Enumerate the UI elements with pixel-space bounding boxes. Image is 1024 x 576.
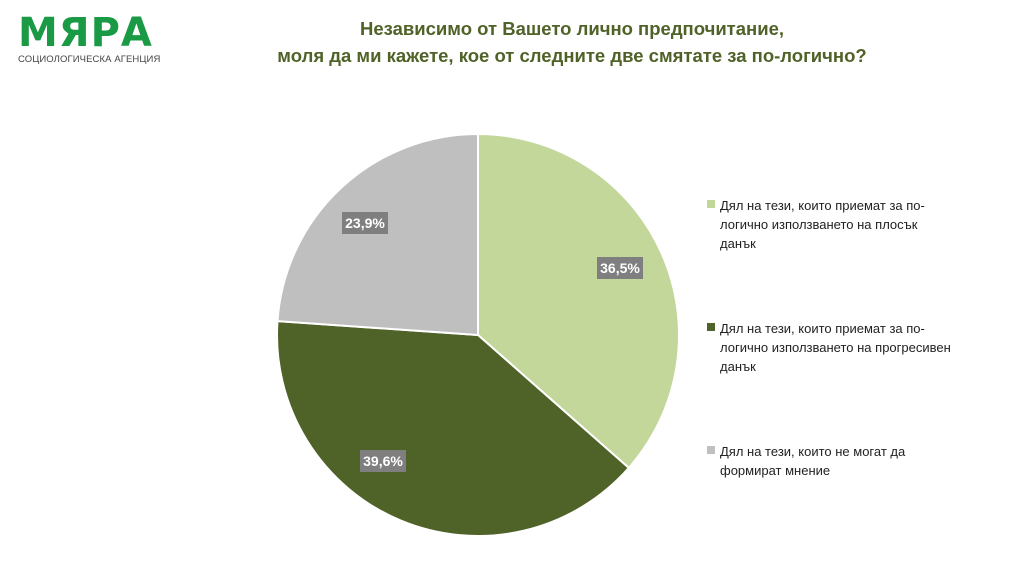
legend-swatch-flat-tax [707, 200, 715, 208]
legend-item-flat-tax: Дял на тези, които приемат за по-логично… [707, 196, 952, 253]
pie-slice-progressive-tax [276, 320, 631, 537]
data-label-progressive-tax: 39,6% [360, 450, 406, 472]
data-label-flat-tax: 36,5% [597, 257, 643, 279]
legend-label-flat-tax: Дял на тези, които приемат за по-логично… [720, 198, 925, 251]
data-label-box-flat-tax [597, 257, 643, 279]
pie-slice-flat-tax [477, 132, 680, 470]
legend-label-no-opinion: Дял на тези, които не могат да формират … [720, 444, 906, 478]
data-label-text-flat-tax: 36,5% [600, 260, 640, 276]
data-label-box-progressive-tax [360, 450, 406, 472]
legend-label-progressive-tax: Дял на тези, които приемат за по-логично… [720, 321, 951, 374]
pie-slice-no-opinion [276, 132, 479, 337]
data-label-no-opinion: 23,9% [342, 212, 388, 234]
chart-title: Независимо от Вашето лично предпочитание… [160, 15, 984, 69]
legend-swatch-progressive-tax [707, 323, 715, 331]
chart-title-line-2: моля да ми кажете, кое от следните две с… [277, 45, 867, 66]
chart-title-line-1: Независимо от Вашето лично предпочитание… [359, 18, 785, 39]
data-label-text-progressive-tax: 39,6% [363, 453, 403, 469]
legend-swatch-no-opinion [707, 446, 715, 454]
legend-item-no-opinion: Дял на тези, които не могат да формират … [707, 442, 952, 480]
data-label-box-no-opinion [342, 212, 388, 234]
legend-item-progressive-tax: Дял на тези, които приемат за по-логично… [707, 319, 952, 376]
data-label-text-no-opinion: 23,9% [345, 215, 385, 231]
logo-name: МЯРА [18, 10, 153, 56]
logo: МЯРА СОЦИОЛОГИЧЕСКА АГЕНЦИЯ [18, 10, 161, 65]
logo-subtitle: СОЦИОЛОГИЧЕСКА АГЕНЦИЯ [18, 54, 161, 65]
